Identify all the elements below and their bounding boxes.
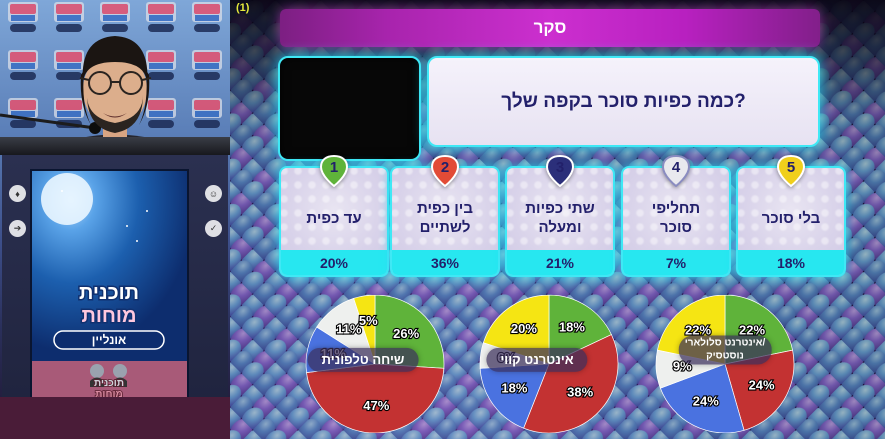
svg-text:47%: 47% <box>363 398 389 413</box>
svg-text:18%: 18% <box>559 319 585 334</box>
svg-text:20%: 20% <box>511 321 537 336</box>
svg-text:5%: 5% <box>359 313 378 328</box>
svg-text:אונליין: אונליין <box>92 333 126 347</box>
svg-text:18%: 18% <box>501 381 527 396</box>
svg-text:38%: 38% <box>567 385 593 400</box>
svg-text:תוכנית: תוכנית <box>94 378 124 389</box>
svg-text:26%: 26% <box>393 326 419 341</box>
svg-text:24%: 24% <box>693 394 719 409</box>
svg-text:מוחות: מוחות <box>82 305 137 327</box>
svg-text:תוכנית: תוכנית <box>79 282 139 304</box>
svg-text:24%: 24% <box>749 378 775 393</box>
